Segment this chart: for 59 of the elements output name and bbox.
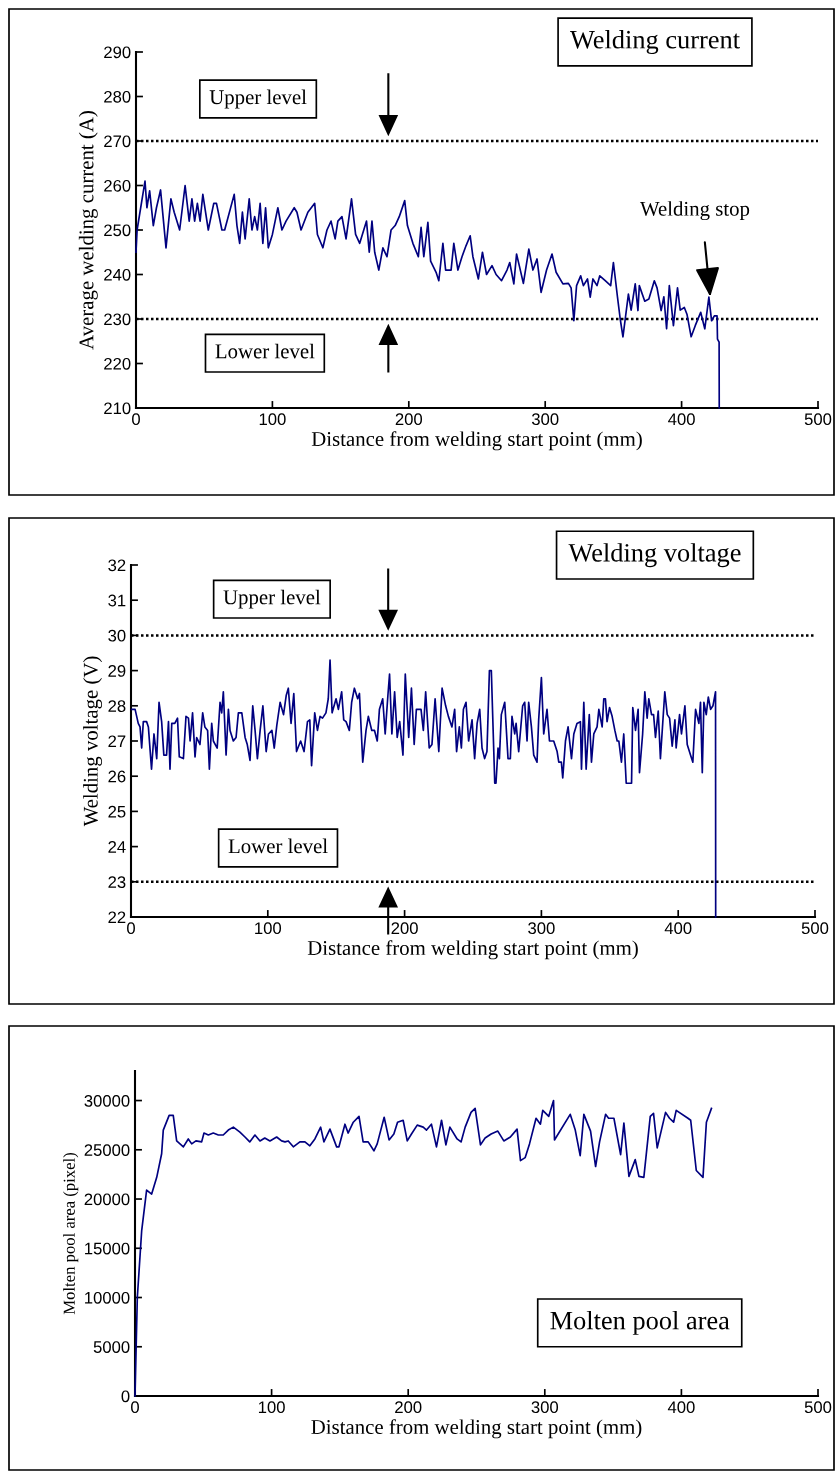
y-tick-label: 290 xyxy=(104,46,131,59)
y-tick-label: 260 xyxy=(104,179,131,192)
y-tick-label: 26 xyxy=(108,770,126,783)
chart-title: Welding voltage xyxy=(568,543,741,568)
y-tick-label: 25000 xyxy=(84,1144,130,1156)
y-tick-label: 24 xyxy=(108,841,126,853)
x-tick-label: 300 xyxy=(528,922,555,935)
x-axis-title: Distance from welding start point (mm) xyxy=(307,940,638,960)
y-tick-label: 22 xyxy=(108,911,126,924)
line-series xyxy=(130,659,717,918)
y-tick-label: 25 xyxy=(108,805,126,818)
x-tick-label: 200 xyxy=(395,413,423,426)
y-tick-label: 250 xyxy=(104,224,131,237)
y-tick-label: 230 xyxy=(104,313,131,326)
x-tick-label: 500 xyxy=(801,922,829,935)
x-tick-label: 500 xyxy=(804,413,832,426)
x-tick-label: 100 xyxy=(255,922,282,935)
y-axis-title: Molten pool area (pixel) xyxy=(63,1153,79,1315)
y-tick-label: 30 xyxy=(108,629,126,642)
y-tick-label: 31 xyxy=(108,594,126,607)
x-axis-title: Distance from welding start point (mm) xyxy=(311,1419,642,1439)
y-tick-label: 280 xyxy=(104,90,131,103)
y-tick-label: 32 xyxy=(108,559,126,572)
y-tick-label: 29 xyxy=(108,665,126,677)
y-tick-label: 28 xyxy=(108,700,126,712)
x-tick-label: 400 xyxy=(668,413,695,426)
y-axis-title: Welding voltage (V) xyxy=(83,656,103,827)
y-tick-label: 5000 xyxy=(93,1341,130,1353)
chart-title: Welding current xyxy=(569,30,740,55)
y-axis-title: Average welding current (A) xyxy=(78,111,98,350)
y-tick-label: 0 xyxy=(121,1390,130,1403)
y-tick-label: 220 xyxy=(104,357,131,370)
x-tick-label: 200 xyxy=(391,922,418,935)
x-axis-title: Distance from welding start point (mm) xyxy=(311,431,642,451)
annotation: Welding stop xyxy=(639,201,750,221)
text: Molten pool area xyxy=(550,1310,730,1335)
ref-line-label: Upper level xyxy=(209,89,307,109)
x-tick-label: 0 xyxy=(132,413,140,426)
x-tick-label: 500 xyxy=(804,1401,832,1414)
x-tick-label: 400 xyxy=(664,922,692,935)
ref-line-label: Lower level xyxy=(228,838,328,854)
y-tick-label: 27 xyxy=(108,735,126,748)
x-tick-label: 100 xyxy=(258,1401,285,1414)
ref-line-label: Lower level xyxy=(215,343,315,359)
y-tick-label: 23 xyxy=(108,876,126,888)
y-tick-label: 30000 xyxy=(84,1094,130,1107)
y-tick-label: 10000 xyxy=(85,1291,130,1304)
x-tick-label: 200 xyxy=(395,1401,422,1414)
y-tick-label: 240 xyxy=(104,268,131,281)
ref-line-label: Upper level xyxy=(223,589,321,609)
x-tick-label: 300 xyxy=(531,1401,559,1414)
x-tick-label: 0 xyxy=(131,1401,139,1414)
x-tick-label: 400 xyxy=(667,1401,695,1414)
x-tick-label: 100 xyxy=(259,413,286,426)
x-tick-label: 300 xyxy=(531,413,559,426)
y-tick-label: 210 xyxy=(104,402,131,415)
y-tick-label: 270 xyxy=(104,135,131,148)
y-tick-label: 20000 xyxy=(84,1193,130,1206)
y-tick-label: 15000 xyxy=(85,1242,130,1255)
